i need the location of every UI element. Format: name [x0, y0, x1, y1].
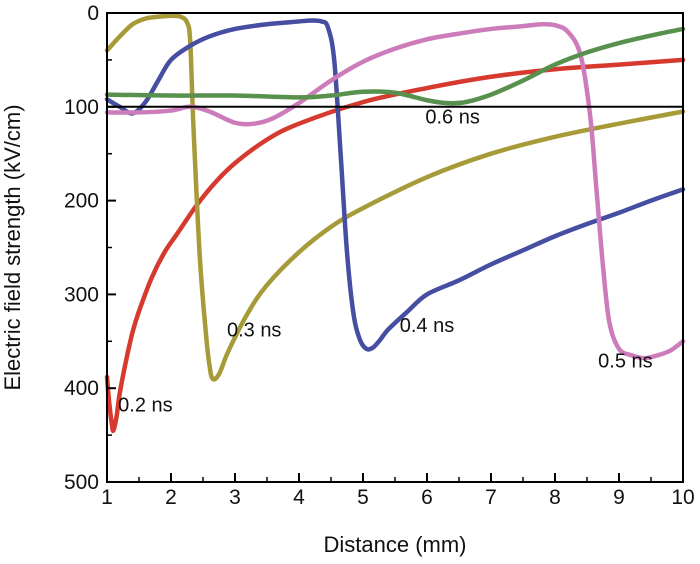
series-line-0_5-ns: [104, 21, 686, 361]
x-tick-label: 8: [549, 486, 561, 509]
y-tick-label: 500: [64, 471, 99, 494]
series-labels-group: 0.2 ns 0.3 ns 0.4 ns 0.5 ns 0.6 ns: [118, 107, 652, 417]
y-tick-label: 400: [64, 377, 99, 400]
series-line-0_6-ns: [104, 26, 686, 106]
y-tick-label: 0: [87, 2, 99, 25]
x-tick-label: 1: [101, 486, 113, 509]
x-tick-label: 3: [229, 486, 241, 509]
x-tick-label: 4: [293, 486, 305, 509]
y-tick-label: 100: [64, 96, 99, 119]
series-line-0_4-ns: [104, 18, 686, 352]
x-tick-label: 5: [357, 486, 369, 509]
x-tick-label: 6: [421, 486, 433, 509]
x-tick-label: 7: [485, 486, 497, 509]
series-line-0_3-ns: [104, 13, 686, 382]
y-axis-title: Electric field strength (kV/cm): [0, 104, 25, 390]
series-label-0_4-ns: 0.4 ns: [400, 315, 454, 337]
x-tick-label: 9: [613, 486, 625, 509]
y-tick-label: 200: [64, 190, 99, 213]
series-line-0_2-ns: [104, 57, 686, 434]
series-label-0_6-ns: 0.6 ns: [425, 107, 479, 129]
y-tick-label: 300: [64, 283, 99, 306]
x-axis-title: Distance (mm): [323, 532, 466, 557]
x-tick-label: 2: [165, 486, 177, 509]
series-group: [104, 13, 686, 434]
series-label-0_3-ns: 0.3 ns: [227, 320, 281, 342]
series-label-0_5-ns: 0.5 ns: [598, 351, 652, 373]
x-tick-label: 10: [671, 486, 694, 509]
series-label-0_2-ns: 0.2 ns: [118, 395, 172, 417]
